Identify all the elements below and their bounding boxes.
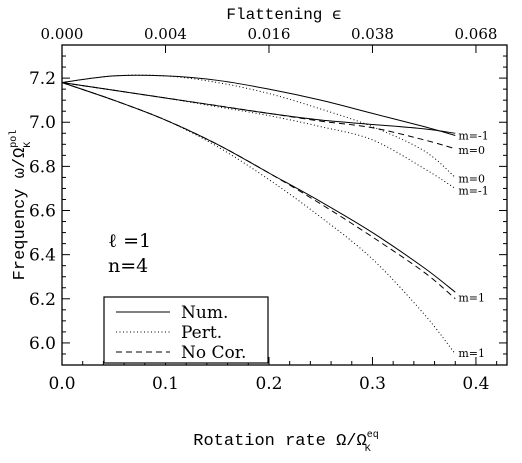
curve-annotation: m=1 — [458, 347, 485, 360]
series-layer — [61, 74, 456, 355]
curve-annotation: m=0 — [458, 144, 485, 157]
x-tick-label: 0.4 — [462, 374, 489, 394]
tick-layer: 0.0 0.1 0.2 0.3 0.4 0.000 0.004 0.016 0.038 0.068… — [29, 25, 507, 394]
annotation-layer: m=-1m=0m=0m=-1m=1m=1 — [458, 129, 488, 359]
x-tick-label: 0.2 — [255, 374, 282, 394]
x-tick-label: 0.0 — [48, 374, 75, 394]
x-axis-label-sup: eq — [367, 430, 379, 441]
y-tick-label: 6.8 — [29, 157, 56, 177]
curve-annotation: m=-1 — [458, 129, 488, 142]
y-tick-label: 7.2 — [29, 69, 56, 89]
y-tick-label: 7.0 — [29, 113, 56, 133]
mode-label-l: ℓ =1 — [108, 230, 151, 252]
top-tick-label: 0.000 — [41, 25, 84, 43]
top-tick-label: 0.038 — [351, 25, 394, 43]
y-axis-label: Frequency ω/Ωpol K — [8, 130, 34, 281]
mode-label: ℓ =1 n=4 — [108, 230, 151, 277]
curve-annotation: m=-1 — [458, 185, 488, 198]
y-axis-label-main: Frequency ω/Ω — [11, 148, 30, 281]
y-axis-label-sup: pol — [8, 130, 20, 148]
x-tick-label: 0.3 — [359, 374, 386, 394]
y-tick-label: 6.4 — [29, 246, 56, 266]
top-tick-label: 0.068 — [454, 25, 497, 43]
x-tick-label: 0.1 — [152, 374, 179, 394]
y-tick-label: 6.2 — [29, 290, 56, 310]
legend-label-pert: Pert. — [181, 323, 222, 343]
y-axis-label-sub: K — [23, 142, 34, 148]
top-tick-label: 0.016 — [248, 25, 291, 43]
x-axis-label-main: Rotation rate Ω/Ω — [193, 432, 366, 451]
series-line-dashed-3 — [61, 82, 456, 150]
mode-label-n: n=4 — [108, 255, 148, 277]
curve-annotation: m=0 — [458, 173, 485, 186]
legend: Num. Pert. No Cor. — [103, 296, 269, 364]
x-axis-label-sub: K — [365, 444, 371, 455]
plot-frame — [61, 44, 508, 366]
y-tick-label: 6.0 — [29, 334, 56, 354]
series-line-solid-0 — [61, 82, 456, 134]
curve-annotation: m=1 — [458, 292, 485, 305]
y-tick-label: 6.6 — [29, 202, 56, 222]
top-axis-label: Flattening ϵ — [226, 6, 341, 24]
x-axis-label: Rotation rate Ω/Ωeq K — [193, 430, 378, 455]
legend-label-num: Num. — [181, 303, 228, 323]
legend-label-nocor: No Cor. — [181, 343, 246, 363]
top-tick-label: 0.004 — [144, 25, 187, 43]
series-line-dotted-5 — [61, 74, 456, 178]
